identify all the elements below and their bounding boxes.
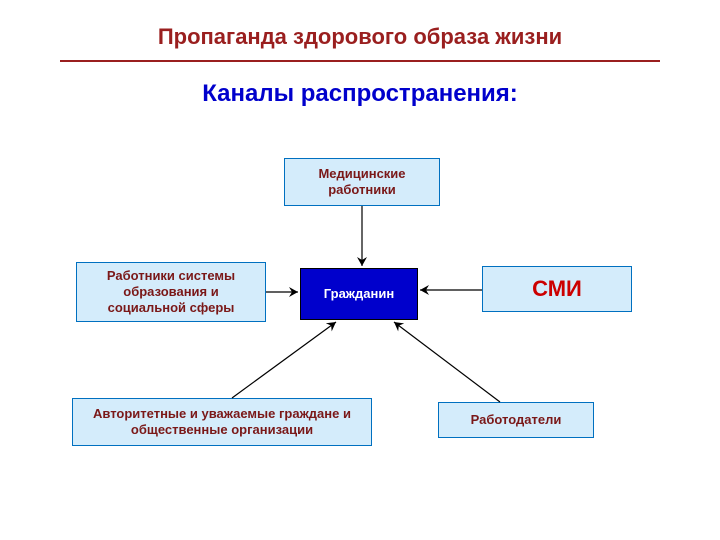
node-medical-workers: Медицинские работники	[284, 158, 440, 206]
title-underline	[60, 60, 660, 62]
arrow-from-bottom_left	[232, 322, 336, 398]
arrow-from-bottom_right	[394, 322, 500, 402]
node-center-citizen: Гражданин	[300, 268, 418, 320]
page-title: Пропаганда здорового образа жизни	[0, 24, 720, 50]
node-education-social-workers: Работники системы образования и социальн…	[76, 262, 266, 322]
subtitle: Каналы распространения:	[0, 80, 720, 108]
node-mass-media: СМИ	[482, 266, 632, 312]
node-employers: Работодатели	[438, 402, 594, 438]
node-respected-citizens-orgs: Авторитетные и уважаемые граждане и обще…	[72, 398, 372, 446]
